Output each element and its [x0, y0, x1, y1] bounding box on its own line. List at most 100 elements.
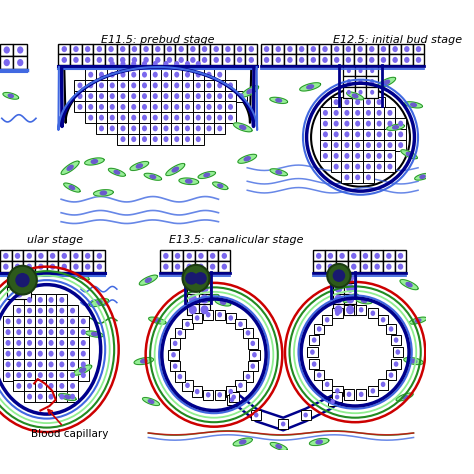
Bar — [207, 261, 219, 272]
Ellipse shape — [374, 264, 380, 270]
Bar — [384, 150, 395, 161]
Ellipse shape — [323, 131, 328, 137]
Polygon shape — [204, 173, 210, 177]
Bar — [171, 134, 182, 145]
Bar — [307, 347, 318, 357]
Ellipse shape — [48, 319, 54, 324]
Ellipse shape — [70, 372, 75, 378]
Ellipse shape — [88, 72, 93, 78]
Bar — [193, 123, 204, 134]
Bar — [320, 129, 331, 140]
Ellipse shape — [120, 126, 126, 131]
Polygon shape — [240, 125, 246, 129]
Ellipse shape — [62, 57, 67, 63]
Polygon shape — [401, 150, 417, 159]
Bar — [0, 44, 13, 56]
Polygon shape — [241, 86, 259, 97]
Ellipse shape — [16, 372, 21, 378]
Bar — [13, 305, 24, 316]
Ellipse shape — [346, 392, 351, 397]
Bar — [261, 55, 273, 65]
Bar — [150, 134, 161, 145]
Polygon shape — [149, 317, 166, 324]
Bar — [46, 359, 56, 370]
Ellipse shape — [370, 79, 374, 84]
Ellipse shape — [328, 253, 333, 259]
Bar — [160, 261, 172, 272]
Polygon shape — [396, 393, 413, 401]
Bar — [322, 379, 332, 390]
Bar — [325, 250, 336, 261]
Bar — [13, 316, 24, 327]
Ellipse shape — [131, 126, 136, 131]
Ellipse shape — [15, 275, 23, 284]
Ellipse shape — [81, 329, 86, 335]
Ellipse shape — [301, 298, 409, 406]
Bar — [187, 44, 199, 55]
Ellipse shape — [70, 329, 75, 335]
Ellipse shape — [185, 61, 190, 67]
Bar — [82, 55, 93, 65]
Ellipse shape — [237, 46, 242, 52]
Ellipse shape — [202, 57, 207, 63]
Bar — [170, 338, 180, 348]
Bar — [70, 44, 82, 55]
Bar — [56, 327, 67, 337]
Ellipse shape — [346, 46, 351, 52]
Bar — [192, 313, 202, 323]
Ellipse shape — [109, 72, 115, 78]
Ellipse shape — [142, 115, 147, 120]
Bar — [331, 150, 342, 161]
Bar — [187, 283, 199, 293]
Polygon shape — [415, 319, 421, 322]
Ellipse shape — [38, 253, 44, 259]
Bar — [384, 108, 395, 118]
Bar — [378, 55, 389, 65]
Ellipse shape — [185, 383, 190, 388]
Ellipse shape — [347, 79, 351, 84]
Ellipse shape — [254, 412, 258, 418]
Ellipse shape — [99, 115, 104, 120]
Circle shape — [186, 327, 242, 383]
Bar — [24, 391, 35, 402]
Bar — [366, 55, 378, 65]
Ellipse shape — [386, 264, 392, 270]
Bar — [199, 293, 210, 304]
Bar — [67, 305, 78, 316]
Ellipse shape — [97, 264, 102, 270]
Bar — [152, 55, 164, 65]
Ellipse shape — [299, 46, 304, 52]
Ellipse shape — [189, 305, 197, 314]
Ellipse shape — [171, 352, 176, 357]
Bar — [118, 134, 128, 145]
Ellipse shape — [16, 340, 21, 346]
Bar — [352, 140, 363, 151]
Ellipse shape — [16, 329, 21, 335]
Ellipse shape — [153, 136, 158, 142]
Bar — [193, 91, 204, 101]
Bar — [344, 389, 354, 400]
Ellipse shape — [345, 110, 349, 116]
Bar — [331, 108, 342, 118]
Polygon shape — [393, 126, 399, 129]
Bar — [183, 261, 195, 272]
Ellipse shape — [81, 362, 86, 367]
Ellipse shape — [339, 264, 345, 270]
Bar — [171, 69, 182, 80]
Ellipse shape — [88, 82, 93, 88]
Ellipse shape — [81, 351, 86, 356]
Ellipse shape — [38, 319, 43, 324]
Ellipse shape — [85, 264, 91, 270]
Ellipse shape — [6, 340, 10, 346]
Ellipse shape — [221, 264, 227, 270]
Bar — [261, 44, 273, 55]
Bar — [24, 359, 35, 370]
Bar — [203, 310, 213, 320]
Ellipse shape — [99, 72, 104, 78]
Bar — [366, 76, 378, 87]
Bar — [328, 397, 337, 407]
Bar — [46, 316, 56, 327]
Ellipse shape — [70, 394, 75, 400]
Ellipse shape — [6, 319, 10, 324]
Bar — [413, 55, 424, 65]
